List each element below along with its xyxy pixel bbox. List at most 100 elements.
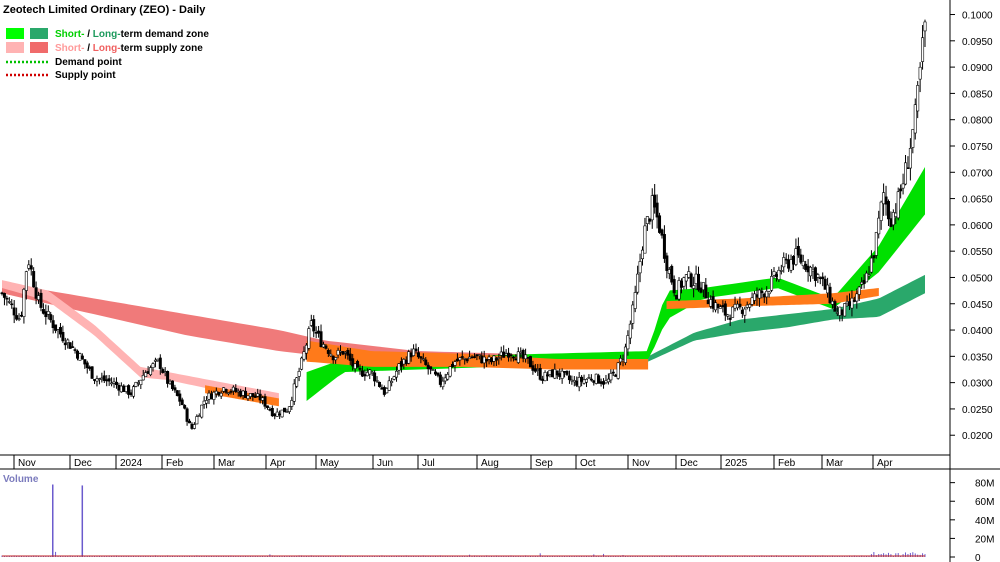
candle-body [7,301,11,303]
price-tick-label: 0.1000 [962,11,993,22]
candle-body [804,263,808,270]
candle-body [845,301,849,305]
candle-body [19,314,23,317]
candle-body [368,369,372,375]
candle-body [745,304,749,308]
candle-body [124,385,128,392]
month-tick-label: Mar [826,458,844,469]
candle-body [134,382,138,387]
candle-body [567,375,571,381]
candle-body [821,276,825,280]
candle-body [628,323,632,339]
candle-body [356,361,360,368]
candle-body [202,400,206,405]
candle-body [662,234,666,259]
candle-body [636,273,640,293]
candle-body [54,324,58,331]
candle-body [908,148,912,169]
chart-title: Zeotech Limited Ordinary (ZEO) - Daily [3,4,206,16]
candle-body [638,261,642,274]
candle-body [772,271,776,276]
candle-body [528,356,532,368]
legend-supply-zone-label: Short- / Long-term supply zone [55,43,203,54]
candle-body [689,273,693,288]
candle-body [701,282,705,291]
price-tick-label: 0.0600 [962,221,993,232]
candle-body [10,303,14,306]
candle-body [604,380,608,384]
candle-body [161,369,165,373]
candle-body [455,358,459,362]
candle-body [312,319,316,332]
candle-body [49,314,53,321]
candle-body [555,370,559,376]
candle-body [507,352,511,358]
volume-tick-label: 20M [975,534,994,545]
candle-body [840,309,844,316]
volume-label: Volume [3,474,39,485]
candle-body [882,192,886,205]
candle-body [217,391,221,396]
month-tick-label: Jun [377,458,393,469]
candle-body [127,385,131,395]
volume-tick-labels: 80M 60M 40M 20M 0 [950,479,994,562]
overlap-zone [666,287,879,310]
candle-body [229,391,233,393]
candle-body [360,370,364,377]
candle-body [32,271,36,288]
candle-body [684,274,688,282]
candle-body [584,379,588,383]
candle-body [68,342,72,349]
legend-demand-point-label: Demand point [55,57,122,68]
candle-body [339,350,343,353]
candle-body [891,212,895,226]
candle-body [796,245,800,256]
candle-body [472,356,476,358]
candle-body [34,287,38,299]
candle-body [577,377,581,388]
legend-demand-zone-label: Short- / Long-term demand zone [55,29,209,40]
candle-body [180,399,184,406]
candle-body [114,381,118,386]
candle-body [78,353,82,361]
candle-body [731,306,735,318]
candle-body [144,372,148,378]
candle-body [609,373,613,381]
price-tick-label: 0.0200 [962,431,993,442]
candle-body [358,368,362,370]
legend-long-demand-swatch [30,28,48,39]
candle-body [760,290,764,294]
candle-body [879,201,883,221]
candle-body [236,390,240,393]
candle-body [117,385,121,391]
candle-body [794,248,798,265]
candle-body [331,355,335,361]
candle-body [122,385,126,392]
candle-body [877,217,881,235]
candle-body [58,327,62,335]
candle-body [748,304,752,308]
candle-body [12,307,16,316]
candle-body [533,368,537,372]
candle-body [650,195,654,221]
candle-body [392,376,396,380]
candle-body [139,379,143,386]
candle-body [521,349,525,359]
candle-body [548,369,552,375]
candle-body [843,303,847,317]
candle-body [256,393,260,397]
candle-body [860,281,864,285]
candle-body [275,411,279,417]
candle-body [163,371,167,374]
candle-body [173,387,177,391]
candle-body [550,369,554,378]
candle-body [107,378,111,382]
candle-body [658,215,662,233]
candle-body [692,285,696,289]
candle-body [916,85,920,112]
candle-body [526,357,530,359]
short-term-supply-zone [2,280,279,404]
price-tick-label: 0.0500 [962,273,993,284]
candle-body [348,353,352,361]
candle-body [536,369,540,371]
